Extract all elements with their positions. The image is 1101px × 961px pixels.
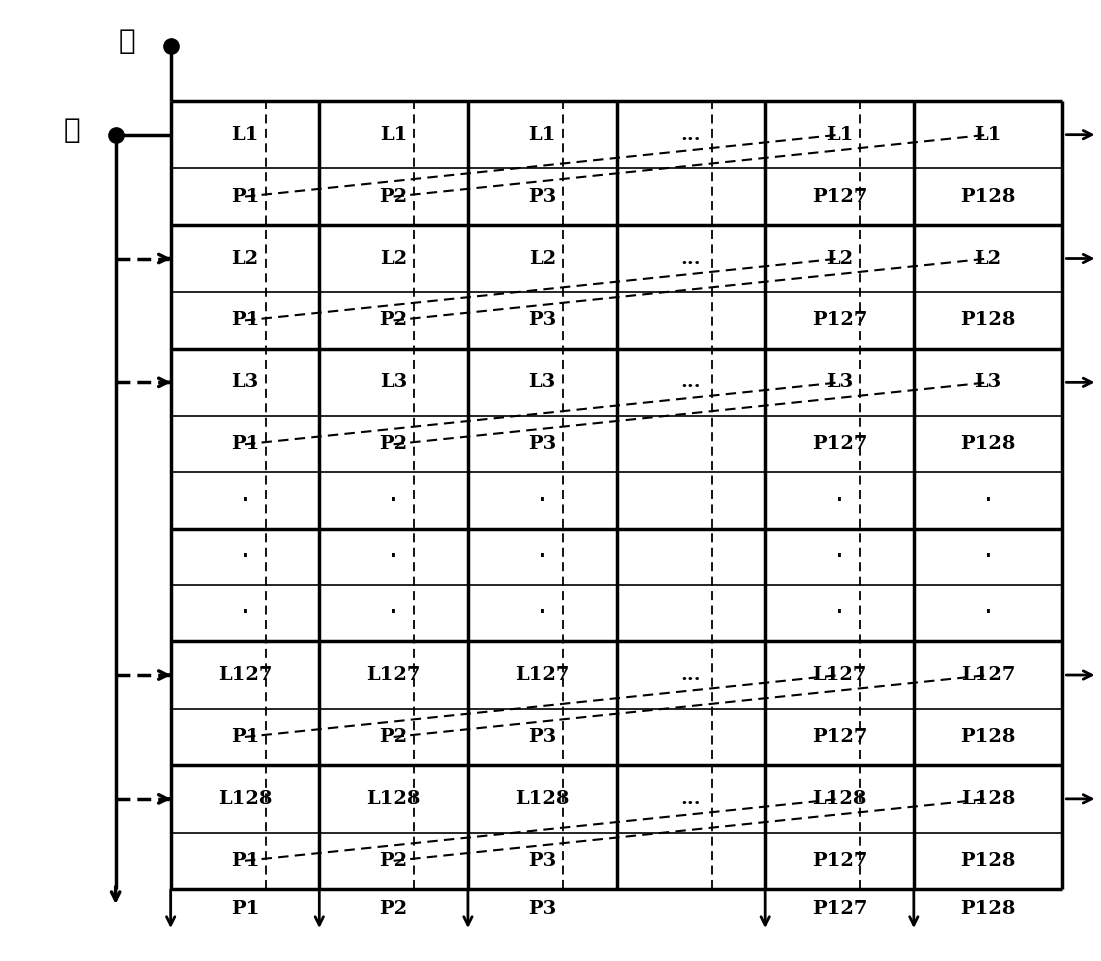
Text: P3: P3 <box>528 435 556 454</box>
Text: L127: L127 <box>515 666 569 684</box>
Text: P127: P127 <box>811 851 868 870</box>
Text: P1: P1 <box>231 435 259 454</box>
Text: P127: P127 <box>811 187 868 206</box>
Text: P127: P127 <box>811 435 868 454</box>
Text: L127: L127 <box>218 666 272 684</box>
Text: ·: · <box>835 543 844 571</box>
Text: P1: P1 <box>231 851 259 870</box>
Text: P2: P2 <box>380 851 407 870</box>
Text: P128: P128 <box>960 851 1016 870</box>
Text: P127: P127 <box>811 311 868 330</box>
Text: L2: L2 <box>528 250 556 267</box>
Text: ...: ... <box>680 126 701 144</box>
Text: L3: L3 <box>231 373 259 391</box>
Text: P127: P127 <box>811 899 868 918</box>
Text: ...: ... <box>680 666 701 684</box>
Text: L3: L3 <box>974 373 1002 391</box>
Text: ...: ... <box>680 373 701 391</box>
Text: P3: P3 <box>528 899 556 918</box>
Text: P1: P1 <box>231 727 259 746</box>
Text: L1: L1 <box>380 126 407 144</box>
Text: P2: P2 <box>380 899 407 918</box>
Text: 读: 读 <box>119 27 135 55</box>
Text: P128: P128 <box>960 727 1016 746</box>
Text: ·: · <box>983 543 993 571</box>
Text: P3: P3 <box>528 727 556 746</box>
Text: P1: P1 <box>231 899 259 918</box>
Text: L128: L128 <box>961 790 1015 808</box>
Text: L1: L1 <box>974 126 1002 144</box>
Text: ·: · <box>835 486 844 514</box>
Text: L3: L3 <box>528 373 556 391</box>
Text: P128: P128 <box>960 187 1016 206</box>
Text: ·: · <box>537 599 547 628</box>
Text: ...: ... <box>680 790 701 808</box>
Text: P2: P2 <box>380 187 407 206</box>
Text: P2: P2 <box>380 727 407 746</box>
Text: ·: · <box>240 543 250 571</box>
Text: L127: L127 <box>813 666 866 684</box>
Text: P128: P128 <box>960 435 1016 454</box>
Text: P3: P3 <box>528 311 556 330</box>
Text: ·: · <box>240 599 250 628</box>
Text: 写: 写 <box>64 115 80 144</box>
Text: ·: · <box>240 486 250 514</box>
Text: L127: L127 <box>367 666 421 684</box>
Text: P1: P1 <box>231 187 259 206</box>
Text: P128: P128 <box>960 311 1016 330</box>
Text: P128: P128 <box>960 899 1016 918</box>
Text: ·: · <box>983 599 993 628</box>
Text: L128: L128 <box>218 790 272 808</box>
Text: P3: P3 <box>528 851 556 870</box>
Text: L128: L128 <box>813 790 866 808</box>
Text: P2: P2 <box>380 311 407 330</box>
Text: ·: · <box>835 599 844 628</box>
Text: P3: P3 <box>528 187 556 206</box>
Text: L3: L3 <box>380 373 407 391</box>
Text: ...: ... <box>680 250 701 267</box>
Text: ·: · <box>389 599 399 628</box>
Text: ·: · <box>537 543 547 571</box>
Text: L2: L2 <box>974 250 1002 267</box>
Text: L2: L2 <box>231 250 259 267</box>
Text: ·: · <box>389 486 399 514</box>
Text: L127: L127 <box>961 666 1015 684</box>
Text: L3: L3 <box>826 373 853 391</box>
Text: L1: L1 <box>528 126 556 144</box>
Text: P1: P1 <box>231 311 259 330</box>
Text: P2: P2 <box>380 435 407 454</box>
Text: ·: · <box>537 486 547 514</box>
Text: P127: P127 <box>811 727 868 746</box>
Text: L128: L128 <box>515 790 569 808</box>
Text: L1: L1 <box>826 126 853 144</box>
Text: L2: L2 <box>826 250 853 267</box>
Text: L2: L2 <box>380 250 407 267</box>
Text: ·: · <box>983 486 993 514</box>
Text: L128: L128 <box>367 790 421 808</box>
Text: ·: · <box>389 543 399 571</box>
Text: L1: L1 <box>231 126 259 144</box>
